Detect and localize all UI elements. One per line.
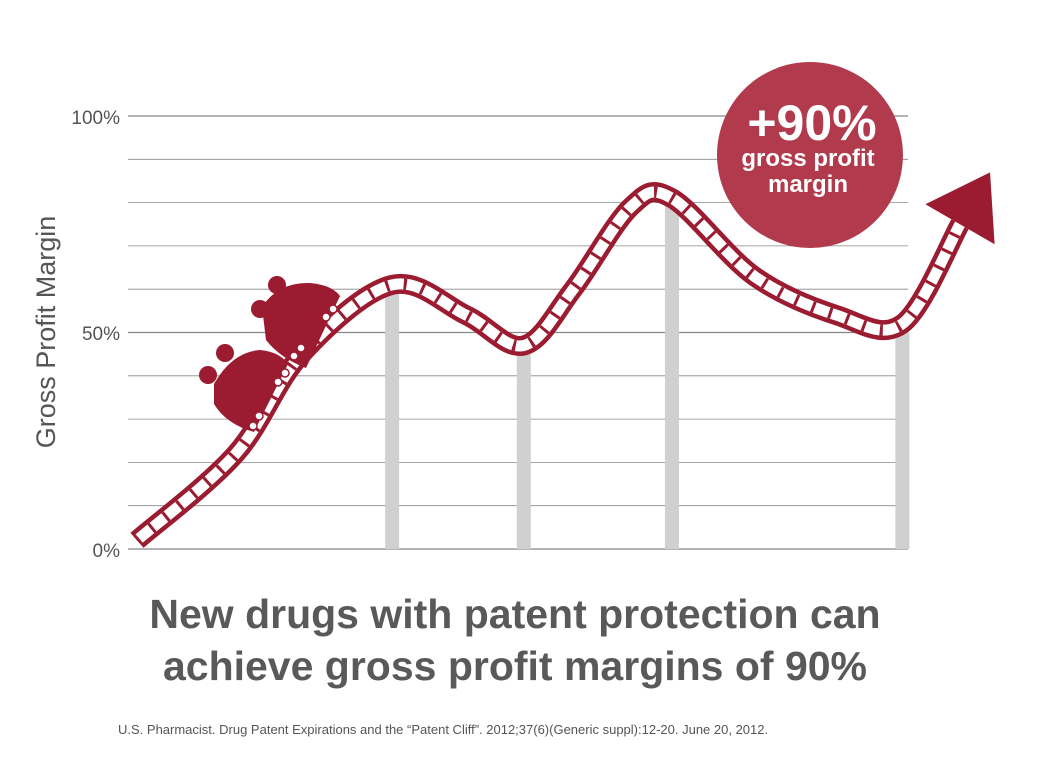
headline-line1: New drugs with patent protection can [149,591,881,637]
margin-callout-badge: +90% gross profit margin [717,62,903,248]
source-citation: U.S. Pharmacist. Drug Patent Expirations… [118,722,769,737]
coaster-car-front [251,276,340,368]
support-bar-2 [664,202,679,549]
track-arrowhead [925,172,995,245]
y-tick-50: 50% [82,324,120,345]
callout-label-line1: gross profit [741,145,874,172]
y-tick-100: 100% [71,108,120,129]
headline: New drugs with patent protection can ach… [0,588,1030,692]
y-tick-0: 0% [93,541,121,562]
support-bar-1 [516,354,531,549]
coaster-wheels [248,304,338,431]
support-bar-0 [385,289,400,549]
coaster-car-rear [199,344,288,432]
y-axis-label: Gross Profit Margin [31,216,61,449]
headline-line2: achieve gross profit margins of 90% [162,643,868,689]
coaster-chart: 100% 50% 0% Gross Profit Margin +90% gro… [31,62,995,562]
support-bars [385,202,910,549]
callout-value: +90% [747,95,876,151]
callout-label-line2: margin [768,171,848,198]
support-bar-3 [895,332,910,549]
